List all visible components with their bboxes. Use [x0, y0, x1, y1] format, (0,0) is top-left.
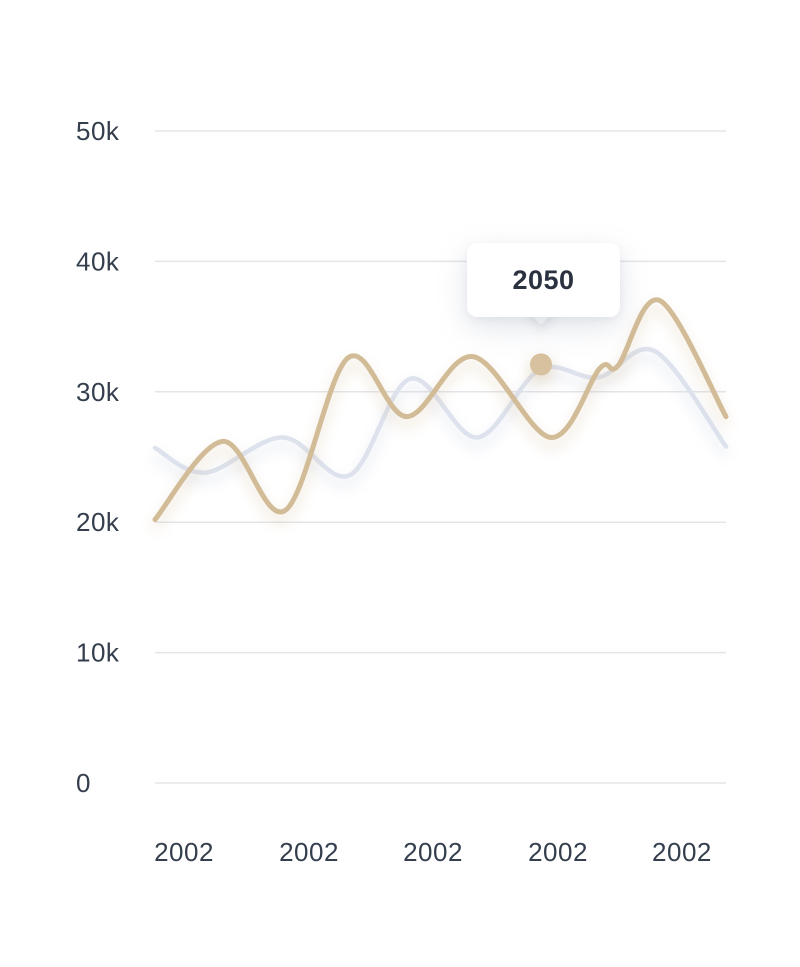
x-tick-label: 2002: [403, 837, 463, 867]
hovered-point-marker[interactable]: [529, 353, 552, 376]
tooltip: 2050: [467, 243, 620, 317]
x-tick-label: 2002: [154, 837, 214, 867]
y-tick-label: 0: [76, 768, 91, 798]
y-tick-label: 20k: [76, 507, 120, 537]
y-tick-label: 10k: [76, 638, 120, 668]
tooltip-label: 2050: [512, 264, 575, 295]
y-tick-label: 50k: [76, 116, 120, 146]
x-tick-label: 2002: [528, 837, 588, 867]
highlight-series-line: [152, 297, 729, 523]
x-tick-label: 2002: [652, 837, 712, 867]
secondary-series-line: [152, 346, 729, 479]
x-tick-label: 2002: [279, 837, 339, 867]
y-tick-label: 40k: [76, 246, 120, 276]
y-tick-label: 30k: [76, 377, 120, 407]
